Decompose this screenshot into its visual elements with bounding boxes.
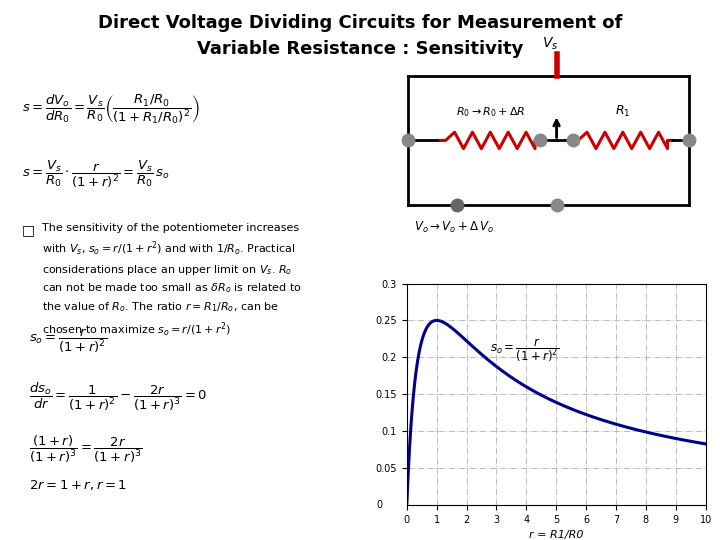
Text: $2r = 1+r, r = 1$: $2r = 1+r, r = 1$ — [30, 477, 127, 491]
Text: 0: 0 — [377, 500, 383, 510]
Text: Direct Voltage Dividing Circuits for Measurement of: Direct Voltage Dividing Circuits for Mea… — [98, 14, 622, 31]
X-axis label: r = R1/R0: r = R1/R0 — [529, 530, 583, 540]
Text: $R_0 \rightarrow R_0 + \Delta R$: $R_0 \rightarrow R_0 + \Delta R$ — [456, 105, 525, 119]
Text: □: □ — [22, 223, 35, 237]
Text: $\dfrac{ds_o}{dr} = \dfrac{1}{(1+r)^2} - \dfrac{2r}{(1+r)^3} = 0$: $\dfrac{ds_o}{dr} = \dfrac{1}{(1+r)^2} -… — [30, 380, 207, 413]
Text: $V_s$: $V_s$ — [541, 36, 558, 52]
Text: The sensitivity of the potentiometer increases
with $V_s$, $s_o = r/(1+r^2)$ and: The sensitivity of the potentiometer inc… — [42, 223, 302, 339]
Text: $s_o = \dfrac{r}{(1+r)^2}$: $s_o = \dfrac{r}{(1+r)^2}$ — [490, 336, 560, 364]
Text: $s = \dfrac{V_s}{R_0}\cdot\dfrac{r}{\left(1+r\right)^2} = \dfrac{V_s}{R_0}\,s_o$: $s = \dfrac{V_s}{R_0}\cdot\dfrac{r}{\lef… — [22, 159, 170, 190]
Text: $R_1$: $R_1$ — [615, 104, 631, 119]
Text: $s = \dfrac{dV_o}{dR_0} = \dfrac{V_s}{R_0}\left(\dfrac{R_1/R_0}{\left(1+R_1/R_0\: $s = \dfrac{dV_o}{dR_0} = \dfrac{V_s}{R_… — [22, 92, 199, 126]
Text: $V_o \rightarrow V_o + \Delta\, V_o$: $V_o \rightarrow V_o + \Delta\, V_o$ — [414, 220, 495, 235]
Text: $s_o = \dfrac{r}{(1+r)^2}$: $s_o = \dfrac{r}{(1+r)^2}$ — [30, 327, 107, 355]
Text: Variable Resistance : Sensitivity: Variable Resistance : Sensitivity — [197, 40, 523, 58]
Text: $\dfrac{(1+r)}{(1+r)^3} = \dfrac{2r}{(1+r)^3}$: $\dfrac{(1+r)}{(1+r)^3} = \dfrac{2r}{(1+… — [30, 433, 143, 464]
